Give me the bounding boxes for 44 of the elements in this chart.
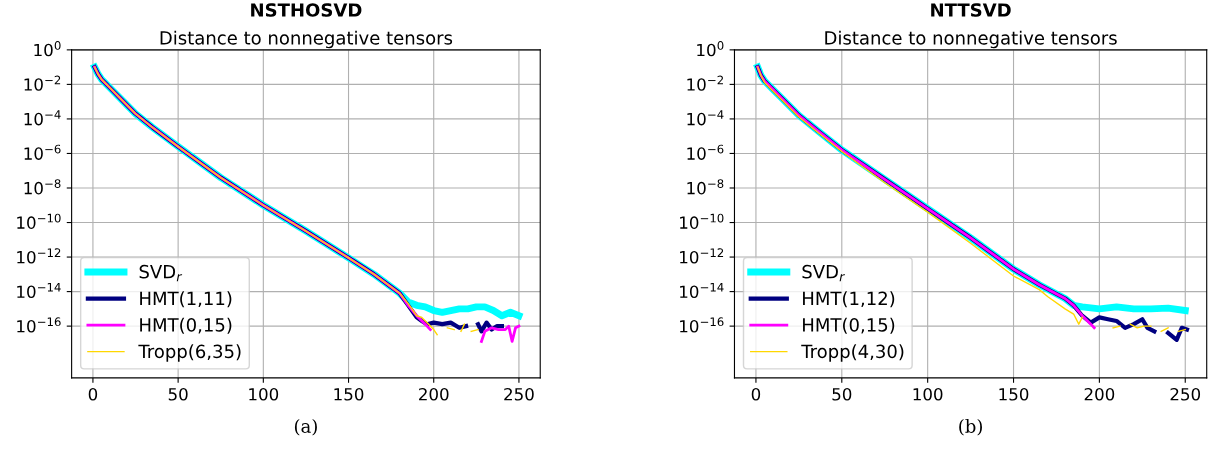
y-tick-label: 10$^{−16}$ (680, 317, 724, 333)
y-tick-label: 10$^{−16}$ (17, 317, 61, 333)
x-tick-label: 200 (419, 387, 449, 401)
text: (b) (959, 418, 982, 436)
y-tick-label: 10$^{0}$ (697, 41, 724, 57)
x-tick-label: 150 (999, 387, 1029, 401)
x-tick-label: 50 (832, 387, 852, 401)
legend-label: HMT(1,11) (140, 291, 232, 308)
x-tick-label: 250 (504, 387, 534, 401)
chart-title: NTTSVD (931, 3, 1011, 17)
x-tick-label: 0 (88, 387, 98, 401)
legend-label: Tropp(6,35) (138, 344, 241, 362)
x-tick-label: 250 (1170, 387, 1201, 401)
x-tick-label: 150 (334, 387, 364, 401)
y-tick-label: 10$^{−4}$ (24, 110, 61, 126)
legend-label: HMT(0,15) (140, 317, 232, 334)
legend-label: HMT(1,12) (803, 291, 895, 308)
y-tick-label: 10$^{−6}$ (687, 144, 724, 160)
x-tick-label: 100 (249, 387, 279, 401)
y-tick-label: 10$^{−14}$ (17, 282, 61, 299)
y-tick-label: 10$^{−14}$ (680, 282, 724, 299)
y-tick-label: 10$^{−10}$ (680, 213, 724, 229)
y-tick-label: 10$^{−12}$ (680, 248, 724, 264)
y-tick-label: 10$^{−6}$ (24, 144, 61, 160)
legend-label: Tropp(4,30) (801, 344, 904, 362)
y-tick-label: 10$^{−12}$ (17, 248, 61, 264)
x-tick-label: 100 (913, 387, 943, 401)
legend-label: HMT(0,15) (803, 317, 895, 334)
chart-subtitle: Distance to nonnegative tensors (825, 30, 1117, 49)
legend-label: SVD$_{r}$ (139, 264, 183, 282)
y-tick-label: 10$^{−8}$ (24, 179, 61, 195)
y-tick-label: 10$^{−2}$ (687, 75, 723, 91)
y-tick-label: 10$^{−8}$ (687, 179, 724, 195)
x-tick-label: 200 (1084, 387, 1115, 401)
chart-subtitle: Distance to nonnegative tensors (160, 30, 453, 49)
y-tick-label: 10$^{0}$ (34, 41, 61, 57)
y-tick-label: 10$^{−10}$ (17, 213, 61, 229)
x-tick-label: 0 (751, 387, 761, 401)
x-tick-label: 50 (168, 387, 188, 401)
chart-title: NSTHOSVD (251, 3, 362, 17)
legend-label: SVD$_{r}$ (802, 264, 846, 282)
text: (a) (294, 418, 317, 436)
y-tick-label: 10$^{−2}$ (24, 75, 61, 91)
y-tick-label: 10$^{−4}$ (687, 110, 724, 126)
